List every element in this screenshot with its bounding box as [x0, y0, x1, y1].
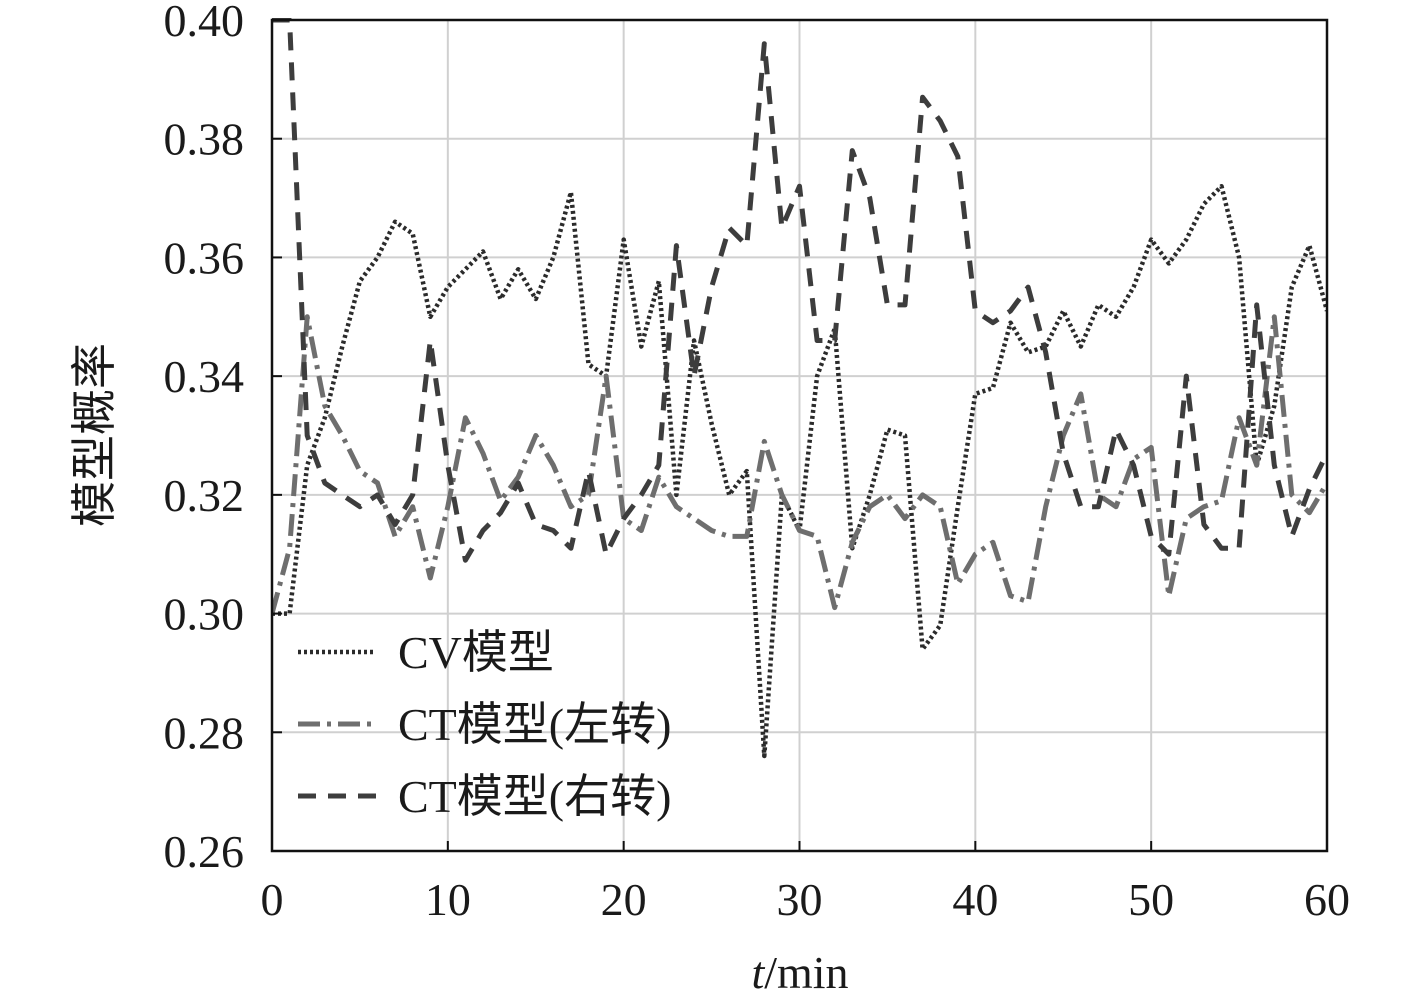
- y-tick-label: 0.38: [164, 114, 245, 165]
- series-line-2: [272, 18, 1327, 563]
- y-tick-label: 0.32: [164, 470, 245, 521]
- series-line-1: [272, 314, 1327, 615]
- x-tick-label: 10: [425, 874, 471, 925]
- x-tick-label: 20: [601, 874, 647, 925]
- legend-label-1: CT模型(左转): [398, 699, 671, 750]
- y-tick-label: 0.30: [164, 589, 245, 640]
- axis-ticks: 0 10 20 30 40 50 60 0.26 0.28 0.30 0.32 0.34 0.36 0.3…: [164, 0, 1351, 925]
- y-tick-label: 0.28: [164, 707, 245, 758]
- y-tick-label: 0.26: [164, 826, 245, 877]
- legend-label-2: CT模型(右转): [398, 771, 671, 822]
- x-tick-label: 60: [1304, 874, 1350, 925]
- x-tick-label: 30: [777, 874, 823, 925]
- y-axis-label: 模型概率: [69, 343, 120, 527]
- x-axis-label-variable: t: [751, 947, 765, 993]
- x-axis-label-unit: /min: [764, 947, 848, 993]
- x-axis-label: t/min: [751, 947, 848, 993]
- y-tick-label: 0.40: [164, 0, 245, 46]
- series-lines: [272, 18, 1327, 759]
- legend-label-0: CV模型: [398, 627, 554, 678]
- y-tick-label: 0.36: [164, 232, 245, 283]
- x-tick-label: 50: [1128, 874, 1174, 925]
- x-tick-label: 0: [261, 874, 284, 925]
- x-tick-label: 40: [952, 874, 998, 925]
- y-tick-label: 0.34: [164, 351, 245, 402]
- legend: CV模型 CT模型(左转) CT模型(右转): [298, 627, 671, 822]
